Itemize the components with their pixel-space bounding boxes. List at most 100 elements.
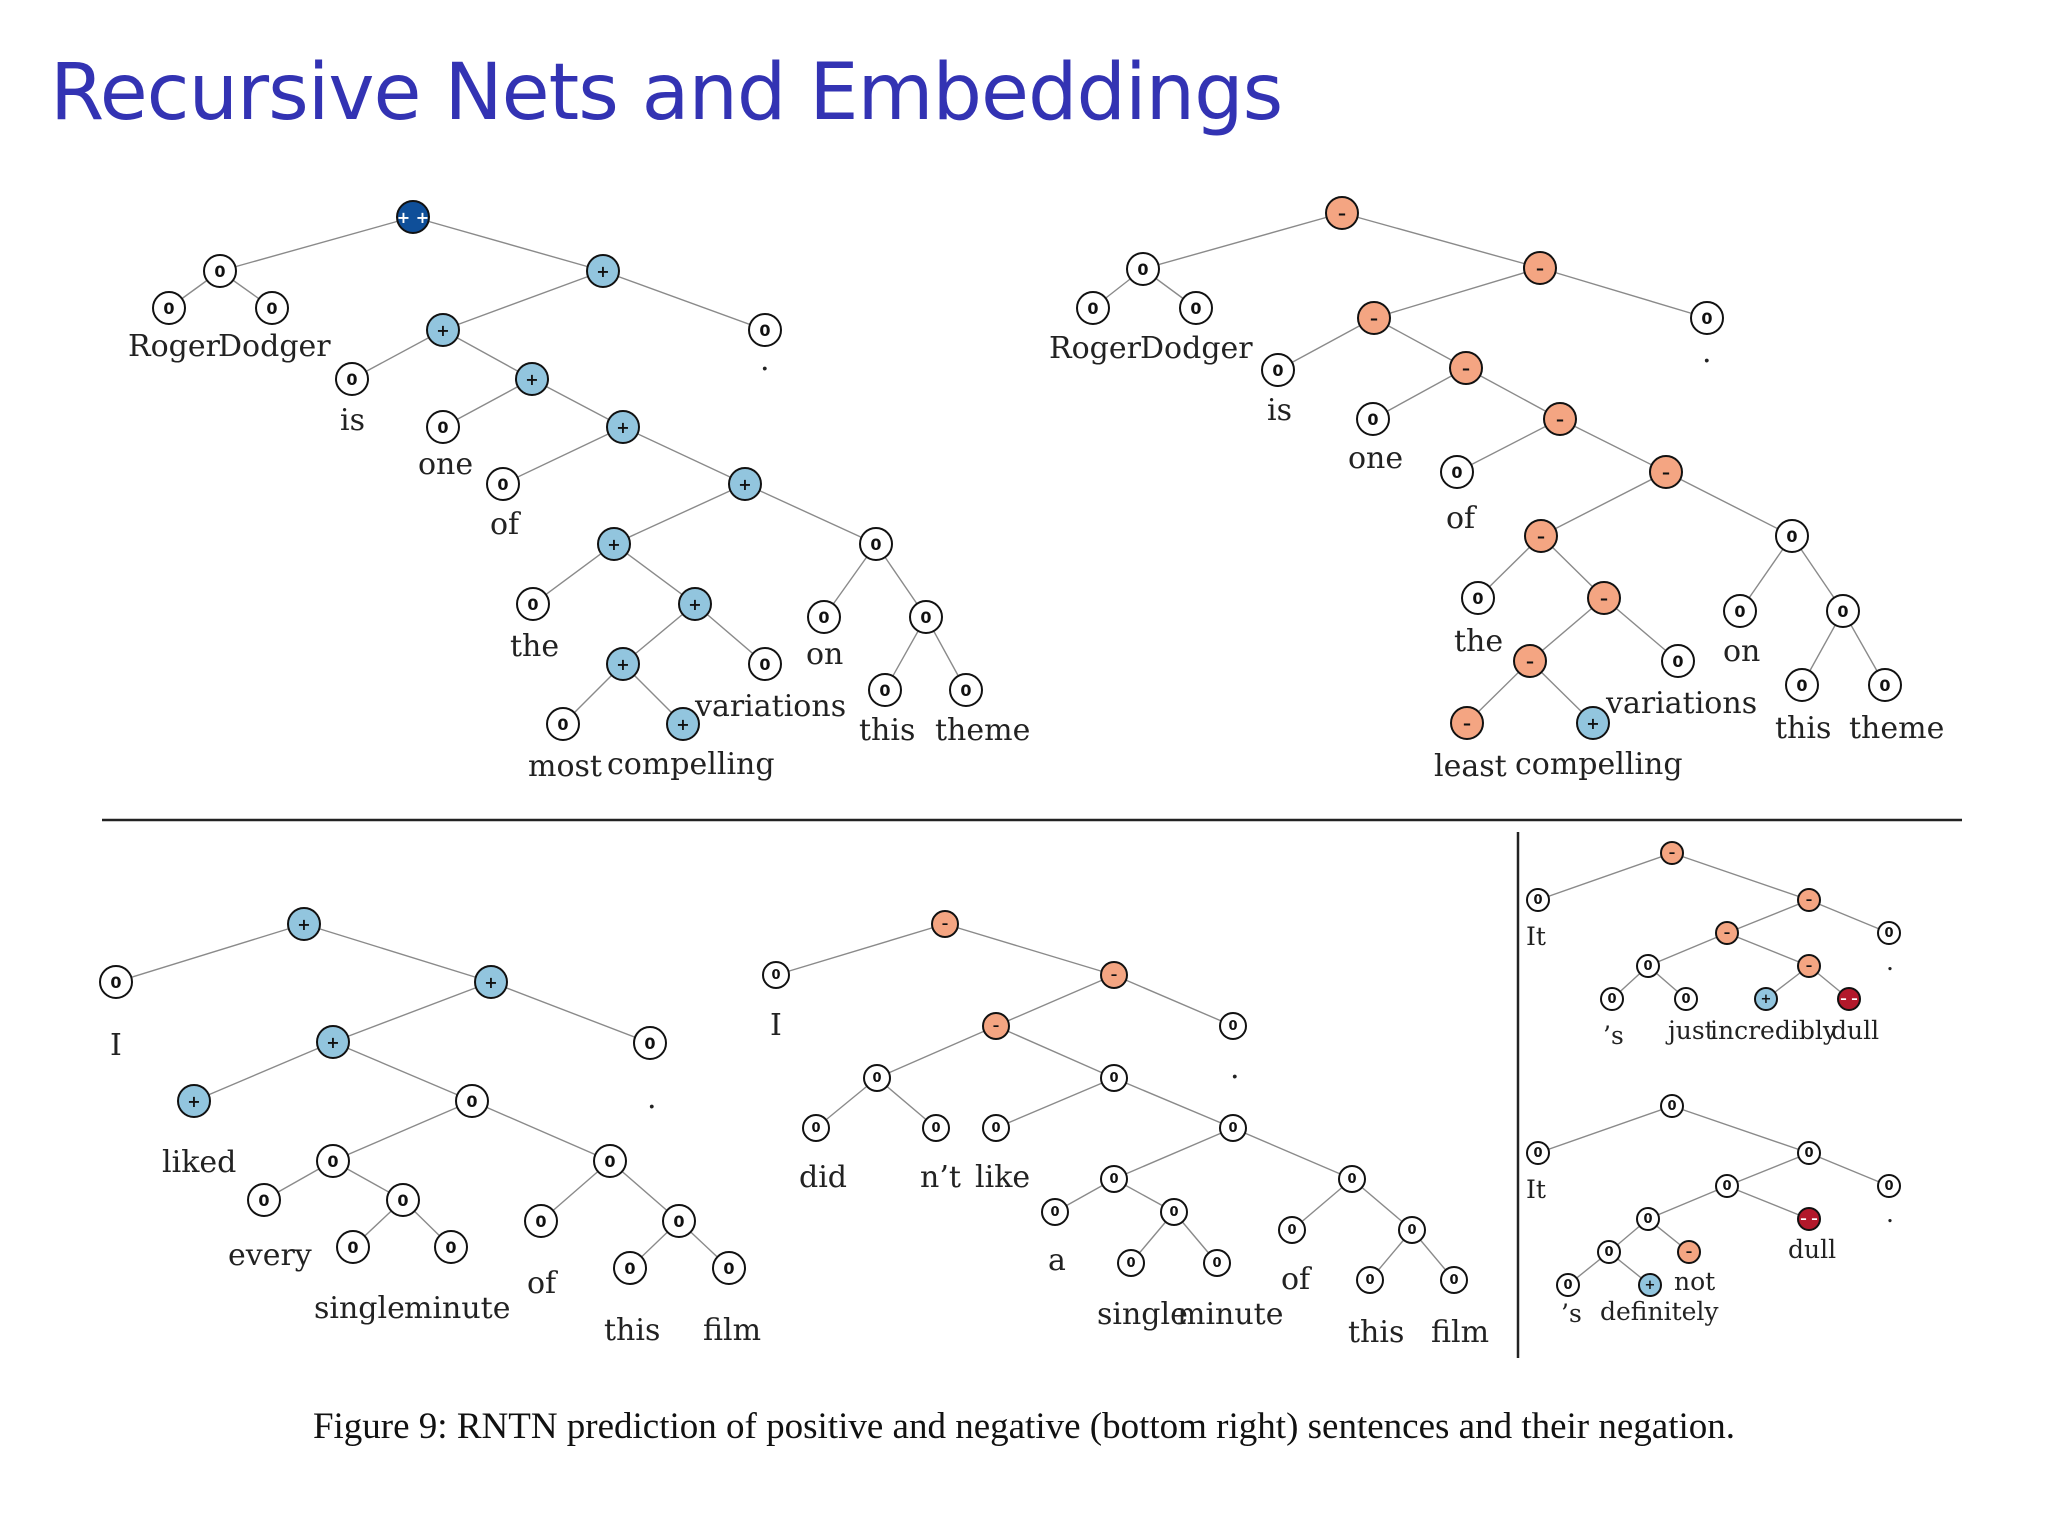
sentiment-symbol: 0 <box>624 1259 635 1278</box>
tree-roger-least-compelling-node-neutral: 0 <box>1076 291 1110 325</box>
sentiment-node-circle <box>1775 519 1809 553</box>
tree-roger-least-compelling-node-neutral: 0 <box>1723 594 1757 628</box>
sentiment-node-circle <box>1877 921 1901 945</box>
sentiment-node-circle <box>678 587 712 621</box>
tree-roger-most-compelling-node-neutral: 0 <box>203 254 237 288</box>
tree-roger-least-compelling-word: on <box>1723 634 1760 669</box>
tree-roger-least-compelling-node-negative: – <box>1357 301 1391 335</box>
tree-roger-most-compelling-node-positive: + <box>666 707 700 741</box>
tree-roger-least-compelling-edge <box>1465 367 1561 420</box>
sentiment-node-circle <box>949 673 983 707</box>
sentiment-symbol: 0 <box>1137 260 1148 279</box>
sentiment-symbol: 0 <box>872 1071 881 1086</box>
tree-roger-most-compelling-node-positive: + <box>606 410 640 444</box>
sentiment-symbol: + <box>738 475 751 494</box>
sentiment-node-circle <box>931 910 959 938</box>
tree-roger-most-compelling-node-positive: + <box>426 313 460 347</box>
tree-i-didnt-like-word: film <box>1431 1315 1489 1350</box>
figure-caption: Figure 9: RNTN prediction of positive an… <box>312 1406 1736 1447</box>
sentiment-symbol: 0 <box>445 1238 456 1257</box>
tree-incredibly-dull-node-neutral: 0 <box>1674 987 1698 1011</box>
tree-i-didnt-like-node-neutral: 0 <box>802 1114 830 1142</box>
sentiment-symbol: 0 <box>1169 1205 1178 1220</box>
tree-i-liked-node-neutral: 0 <box>386 1183 420 1217</box>
sentiment-node-circle <box>748 647 782 681</box>
sentiment-node-circle <box>982 1012 1010 1040</box>
tree-incredibly-dull-node-neutral: 0 <box>1877 921 1901 945</box>
tree-roger-most-compelling-word: this <box>859 713 915 748</box>
sentiment-symbol: 0 <box>1347 1172 1356 1187</box>
tree-i-didnt-like-node-neutral: 0 <box>863 1064 891 1092</box>
tree-i-liked-edge <box>303 923 492 983</box>
sentiment-symbol: 0 <box>1190 299 1201 318</box>
sentiment-node-circle <box>316 1144 350 1178</box>
tree-roger-most-compelling-edge <box>622 426 746 485</box>
tree-i-didnt-like-word: I <box>770 1008 782 1043</box>
tree-i-didnt-like-word: did <box>799 1160 847 1195</box>
sentiment-node-circle <box>1715 921 1739 945</box>
tree-i-didnt-like-edge <box>775 923 946 976</box>
tree-i-liked-edge <box>332 1100 473 1162</box>
sentiment-symbol: – – <box>1800 1212 1818 1227</box>
sentiment-symbol: – <box>1806 959 1813 974</box>
sentiment-node-circle <box>1587 581 1621 615</box>
tree-i-liked-edge <box>193 1041 334 1102</box>
sentiment-node-circle <box>1636 1207 1660 1231</box>
sentiment-symbol: + <box>596 262 609 281</box>
sentiment-symbol: 0 <box>1884 1179 1893 1194</box>
tree-definitely-not-dull-word: definitely <box>1600 1297 1719 1326</box>
sentiment-node-circle <box>662 1204 696 1238</box>
sentiment-symbol: 0 <box>1722 1179 1731 1194</box>
sentiment-node-circle <box>1826 594 1860 628</box>
sentiment-node-circle <box>1636 954 1660 978</box>
tree-roger-least-compelling-word: is <box>1267 393 1292 428</box>
tree-incredibly-dull-word: . <box>1886 947 1894 976</box>
sentiment-node-circle <box>1523 251 1557 285</box>
sentiment-node-circle <box>712 1251 746 1285</box>
sentiment-node-circle <box>802 1114 830 1142</box>
sentiment-node-circle <box>1356 1266 1384 1294</box>
tree-roger-least-compelling-edge <box>1539 267 1708 319</box>
sentiment-node-circle <box>1526 1141 1550 1165</box>
tree-i-didnt-like-node-neutral: 0 <box>1398 1216 1426 1244</box>
sentiment-symbol: 0 <box>1451 463 1462 482</box>
sentiment-symbol: – <box>1526 652 1534 671</box>
sentiment-symbol: 0 <box>1126 1256 1135 1271</box>
tree-definitely-not-dull-node-neutral: 0 <box>1526 1141 1550 1165</box>
tree-roger-most-compelling-node-neutral: 0 <box>152 291 186 325</box>
tree-definitely-not-dull-edge <box>1671 1105 1810 1154</box>
tree-roger-most-compelling-node-neutral: 0 <box>949 673 983 707</box>
tree-roger-least-compelling-word: least <box>1434 749 1507 784</box>
tree-definitely-not-dull-node-neutral: 0 <box>1660 1094 1684 1118</box>
tree-definitely-not-dull-node-neutral: 0 <box>1636 1207 1660 1231</box>
tree-incredibly-dull-node-positive: + <box>1754 987 1778 1011</box>
sentiment-symbol: 0 <box>1449 1273 1458 1288</box>
sentiment-node-circle <box>1219 1114 1247 1142</box>
sentiment-symbol: 0 <box>1643 1212 1652 1227</box>
tree-roger-least-compelling-node-neutral: 0 <box>1826 594 1860 628</box>
tree-i-didnt-like-node-neutral: 0 <box>1338 1165 1366 1193</box>
sentiment-node-circle <box>316 1025 350 1059</box>
sentiment-node-circle <box>386 1183 420 1217</box>
tree-i-liked-edge <box>332 981 492 1043</box>
sentiment-node-circle <box>859 527 893 561</box>
tree-definitely-not-dull-node-neutral: 0 <box>1597 1240 1621 1264</box>
sentiment-node-circle <box>203 254 237 288</box>
tree-i-didnt-like-edge <box>876 1025 997 1079</box>
sentiment-symbol: – <box>942 917 949 932</box>
sentiment-symbol: + <box>326 1033 339 1052</box>
sentiment-symbol: 0 <box>397 1191 408 1210</box>
tree-incredibly-dull-word: dull <box>1831 1016 1879 1045</box>
tree-roger-least-compelling-node-negative: – <box>1449 351 1483 385</box>
sentiment-symbol: 0 <box>1701 309 1712 328</box>
tree-i-liked-node-neutral: 0 <box>316 1144 350 1178</box>
tree-roger-most-compelling-node-neutral: 0 <box>748 647 782 681</box>
tree-roger-least-compelling-node-negative: – <box>1587 581 1621 615</box>
tree-roger-least-compelling-node-neutral: 0 <box>1126 252 1160 286</box>
tree-roger-least-compelling-node-neutral: 0 <box>1440 455 1474 489</box>
tree-incredibly-dull-word: just <box>1665 1016 1715 1045</box>
tree-roger-least-compelling-word: of <box>1446 501 1477 536</box>
sentiment-node-circle <box>524 1204 558 1238</box>
tree-i-didnt-like-node-neutral: 0 <box>1100 1064 1128 1092</box>
tree-roger-most-compelling-node-positive: + <box>515 362 549 396</box>
